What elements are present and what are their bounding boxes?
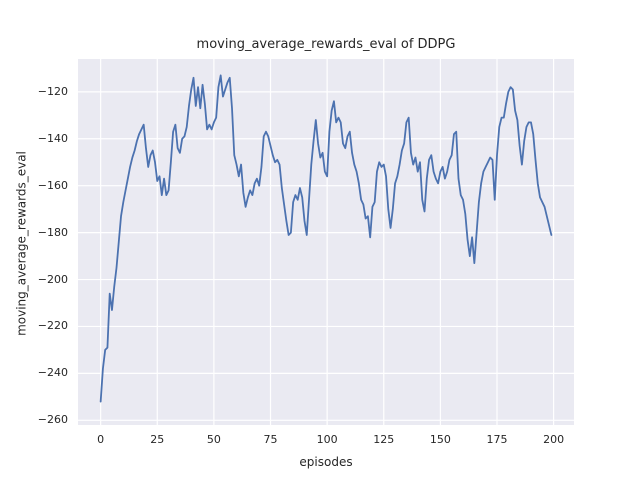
y-axis-label: moving_average_rewards_eval xyxy=(14,151,29,336)
y-tick-label: −160 xyxy=(37,178,68,192)
line-layer xyxy=(99,74,553,403)
series-line-moving_average_rewards_eval xyxy=(99,74,553,403)
y-tick-label: −120 xyxy=(37,84,68,98)
grid-layer xyxy=(78,59,574,425)
x-tick-label: 75 xyxy=(263,433,278,446)
x-tick-label: 25 xyxy=(150,433,165,446)
x-axis-label: episodes xyxy=(299,455,353,469)
y-tick-label: −240 xyxy=(37,366,68,380)
y-tick-label: −140 xyxy=(37,131,68,145)
x-tick-label: 200 xyxy=(543,433,565,446)
y-tick-label: −220 xyxy=(37,319,68,333)
x-tick-label: 0 xyxy=(97,433,105,446)
y-tick-label: −180 xyxy=(37,225,68,239)
plot-svg xyxy=(78,59,574,425)
x-tick-label: 150 xyxy=(429,433,451,446)
x-tick-label: 125 xyxy=(373,433,395,446)
x-tick-label: 100 xyxy=(316,433,338,446)
x-tick-label: 175 xyxy=(486,433,508,446)
x-tick-label: 50 xyxy=(206,433,221,446)
y-tick-label: −200 xyxy=(37,272,68,286)
plot-area xyxy=(78,59,574,425)
chart-title: moving_average_rewards_eval of DDPG xyxy=(196,37,456,52)
y-tick-label: −260 xyxy=(37,413,68,427)
